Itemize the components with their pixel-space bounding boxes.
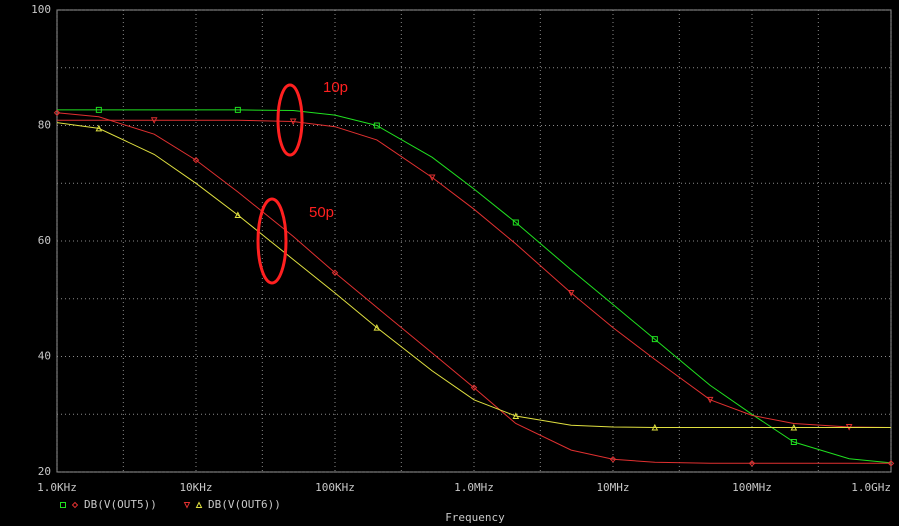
x-tick-label: 100MHz bbox=[732, 481, 772, 494]
series-marker bbox=[373, 122, 380, 129]
y-tick-label: 20 bbox=[38, 465, 51, 478]
series-marker bbox=[95, 124, 103, 132]
series-marker bbox=[53, 109, 61, 117]
series-marker bbox=[567, 289, 575, 297]
x-tick-label: 100KHz bbox=[315, 481, 355, 494]
y-tick-label: 60 bbox=[38, 234, 51, 247]
series-marker bbox=[887, 460, 895, 467]
series-marker bbox=[150, 117, 158, 124]
series-marker bbox=[651, 423, 659, 431]
series-marker bbox=[512, 219, 519, 226]
legend-marker bbox=[60, 502, 66, 508]
annotation-text: 50p bbox=[309, 204, 334, 221]
x-tick-label: 10KHz bbox=[179, 481, 212, 494]
series-marker bbox=[289, 118, 297, 126]
series-marker bbox=[651, 336, 658, 343]
annotation-ellipse bbox=[256, 197, 288, 285]
x-tick-label: 1.0KHz bbox=[37, 481, 77, 494]
annotation-text: 10p bbox=[323, 79, 348, 96]
x-axis-title: Frequency bbox=[445, 511, 505, 524]
series-marker bbox=[706, 396, 714, 404]
legend-marker bbox=[195, 501, 203, 508]
series-marker bbox=[234, 106, 241, 113]
series-marker bbox=[512, 412, 520, 419]
series-marker bbox=[428, 174, 436, 182]
series-marker bbox=[790, 423, 798, 431]
legend-label: DB(V(OUT5)) bbox=[84, 498, 157, 511]
series-line bbox=[56, 112, 891, 464]
x-tick-label: 1.0MHz bbox=[454, 481, 494, 494]
series-line bbox=[56, 122, 891, 428]
x-tick-label: 1.0GHz bbox=[851, 481, 891, 494]
series-marker bbox=[373, 324, 381, 331]
x-tick-label: 10MHz bbox=[596, 481, 629, 494]
legend-label: DB(V(OUT6)) bbox=[208, 498, 281, 511]
series-marker bbox=[331, 269, 339, 276]
series-marker bbox=[845, 423, 853, 431]
annotation-ellipse bbox=[276, 83, 304, 157]
y-tick-label: 40 bbox=[38, 350, 51, 363]
series-marker bbox=[234, 211, 242, 219]
legend-marker bbox=[71, 501, 79, 509]
series-line bbox=[57, 109, 892, 464]
series-marker bbox=[748, 460, 756, 467]
series-marker bbox=[470, 384, 478, 391]
legend-marker bbox=[183, 502, 191, 509]
series-marker bbox=[192, 156, 200, 164]
series-marker bbox=[95, 106, 102, 113]
series-marker bbox=[790, 438, 797, 445]
series-marker bbox=[609, 456, 617, 463]
y-tick-label: 100 bbox=[31, 3, 51, 16]
series-line bbox=[57, 119, 892, 428]
y-tick-label: 80 bbox=[38, 119, 51, 132]
